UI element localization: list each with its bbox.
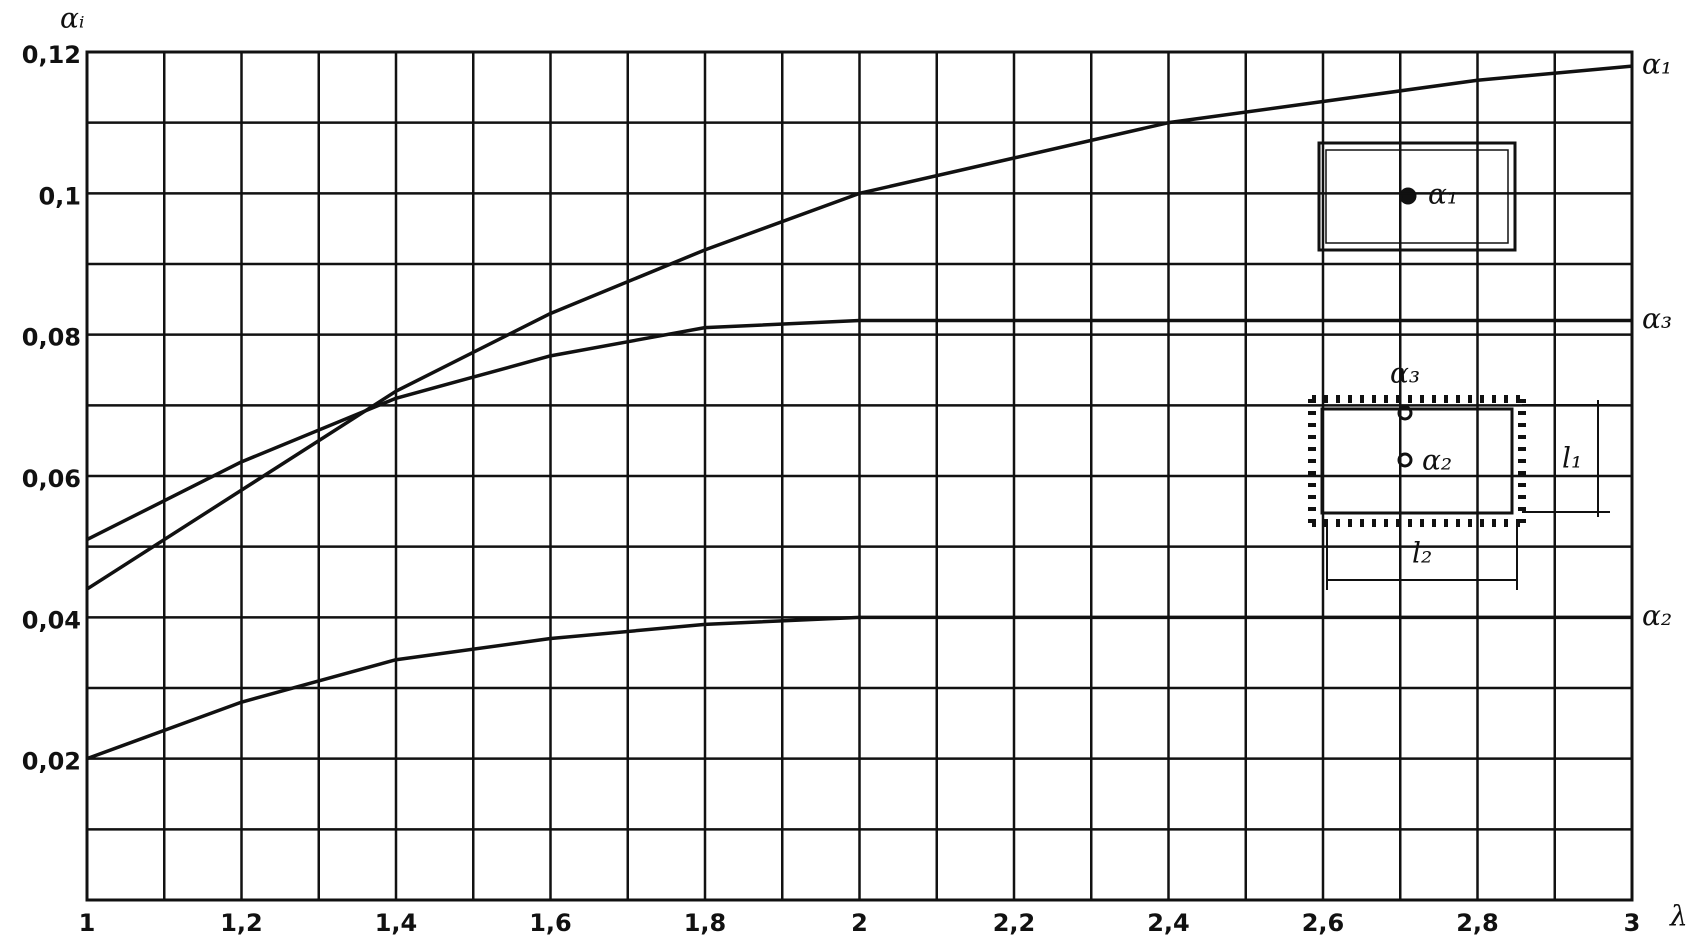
plate (1320, 407, 1514, 515)
x-tick-label: 2,4 (1147, 909, 1190, 937)
x-tick-label: 1,6 (529, 909, 572, 937)
plate-inner (1325, 149, 1509, 244)
inset-label: l₂ (1412, 537, 1432, 570)
y-tick-label: 0,12 (22, 41, 81, 69)
plate (1317, 141, 1517, 252)
x-tick-label: 1,8 (684, 909, 727, 937)
y-tick-label: 0,06 (22, 465, 81, 493)
series-line (86, 615, 1632, 761)
inset-label: l₁ (1562, 442, 1582, 475)
series-label: α₃ (1642, 302, 1672, 335)
series-line (86, 318, 1632, 542)
y-tick-label: 0,1 (38, 182, 81, 210)
series-label: α₂ (1642, 599, 1672, 632)
y-axis-label: αᵢ (60, 2, 85, 35)
inset-1 (1317, 141, 1517, 252)
x-tick-label: 1 (79, 909, 96, 937)
y-tick-label: 0,04 (22, 606, 81, 634)
x-tick-label: 2,2 (993, 909, 1036, 937)
x-tick-label: 2,8 (1456, 909, 1499, 937)
x-tick-label: 3 (1624, 909, 1641, 937)
inset-label: α₂ (1422, 444, 1452, 477)
inset-label: α₃ (1390, 357, 1420, 390)
hatching (1308, 395, 1526, 527)
x-tick-label: 2 (851, 909, 868, 937)
x-tick-label: 1,2 (220, 909, 263, 937)
x-axis-label: λ (1669, 900, 1688, 933)
dimension-lines (1326, 400, 1610, 590)
y-tick-label: 0,02 (22, 748, 81, 776)
point (1399, 187, 1417, 205)
x-tick-label: 1,4 (375, 909, 418, 937)
x-tick-label: 2,6 (1302, 909, 1345, 937)
series-line (86, 64, 1633, 591)
plot-frame (85, 50, 1634, 902)
y-tick-label: 0,08 (22, 324, 81, 352)
inset-2 (1308, 395, 1610, 590)
series-label: α₁ (1642, 48, 1672, 81)
